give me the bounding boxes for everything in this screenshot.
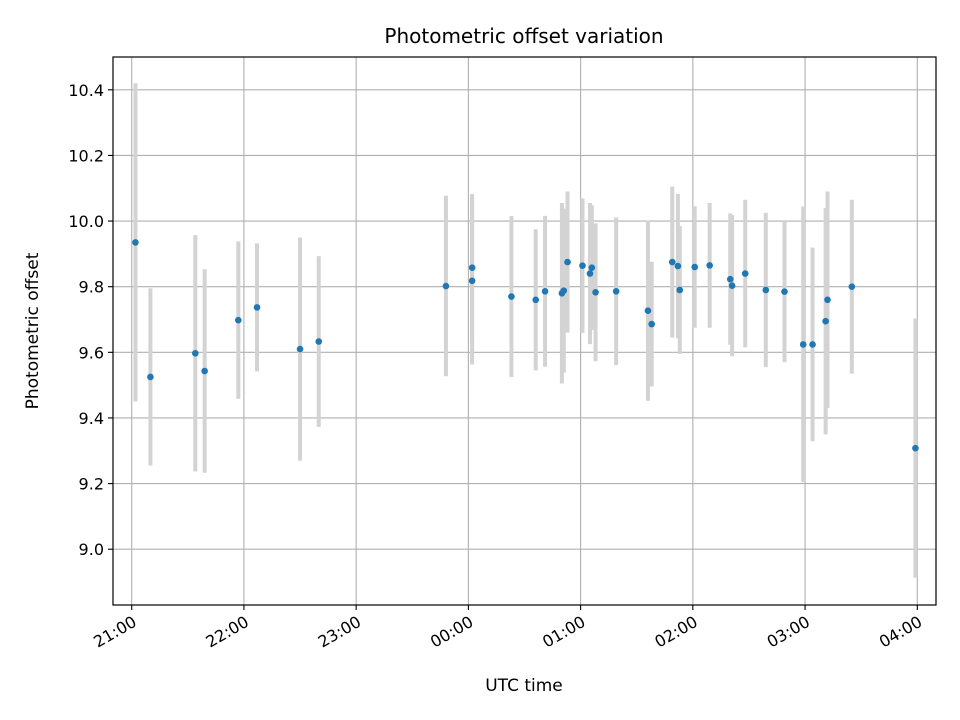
data-point xyxy=(668,258,676,266)
data-point xyxy=(586,270,594,277)
y-tick-label: 10.0 xyxy=(68,212,104,231)
plot-frame xyxy=(112,56,937,606)
data-point xyxy=(822,317,829,325)
data-point xyxy=(781,288,788,295)
y-tick-label: 10.2 xyxy=(68,146,104,165)
data-points xyxy=(132,239,919,452)
data-point xyxy=(541,287,549,295)
y-tick-label: 9.2 xyxy=(79,475,104,494)
data-point xyxy=(588,264,596,271)
data-point xyxy=(741,270,749,277)
data-point xyxy=(132,239,139,246)
data-point xyxy=(296,345,304,353)
data-point xyxy=(706,262,713,269)
y-tick-label: 9.8 xyxy=(79,278,104,297)
y-tick-label: 10.4 xyxy=(68,81,104,100)
data-point xyxy=(235,316,242,324)
data-point xyxy=(468,264,476,271)
data-point xyxy=(612,287,620,295)
data-point xyxy=(442,282,450,290)
data-point xyxy=(147,373,154,381)
data-point xyxy=(799,341,807,348)
data-point xyxy=(201,367,208,375)
data-point xyxy=(848,283,856,291)
chart-title: Photometric offset variation xyxy=(384,24,663,48)
data-point xyxy=(253,304,261,311)
x-axis-title: UTC time xyxy=(485,676,563,696)
data-point xyxy=(648,320,655,328)
data-point xyxy=(592,288,599,296)
data-point xyxy=(579,262,586,269)
data-point xyxy=(564,258,571,266)
y-tick-label: 9.6 xyxy=(79,343,104,362)
data-point xyxy=(468,277,476,285)
data-point xyxy=(824,296,831,304)
data-point xyxy=(644,307,652,314)
data-point xyxy=(762,286,770,294)
data-point xyxy=(315,338,323,345)
data-point xyxy=(726,275,734,283)
y-axis: 9.0 9.2 9.4 9.6 9.8 10.0 10.2 10.4 xyxy=(68,81,113,559)
data-point xyxy=(532,296,540,304)
data-point xyxy=(560,287,568,294)
data-point xyxy=(508,293,515,300)
y-axis-title: Photometric offset xyxy=(23,252,43,409)
data-point xyxy=(691,263,699,271)
data-point xyxy=(674,262,682,270)
data-point xyxy=(912,444,919,452)
y-tick-label: 9.4 xyxy=(79,409,104,428)
data-point xyxy=(809,341,816,348)
data-point xyxy=(192,350,199,357)
data-point xyxy=(676,286,684,294)
data-point xyxy=(728,282,736,290)
y-tick-label: 9.0 xyxy=(79,540,104,559)
